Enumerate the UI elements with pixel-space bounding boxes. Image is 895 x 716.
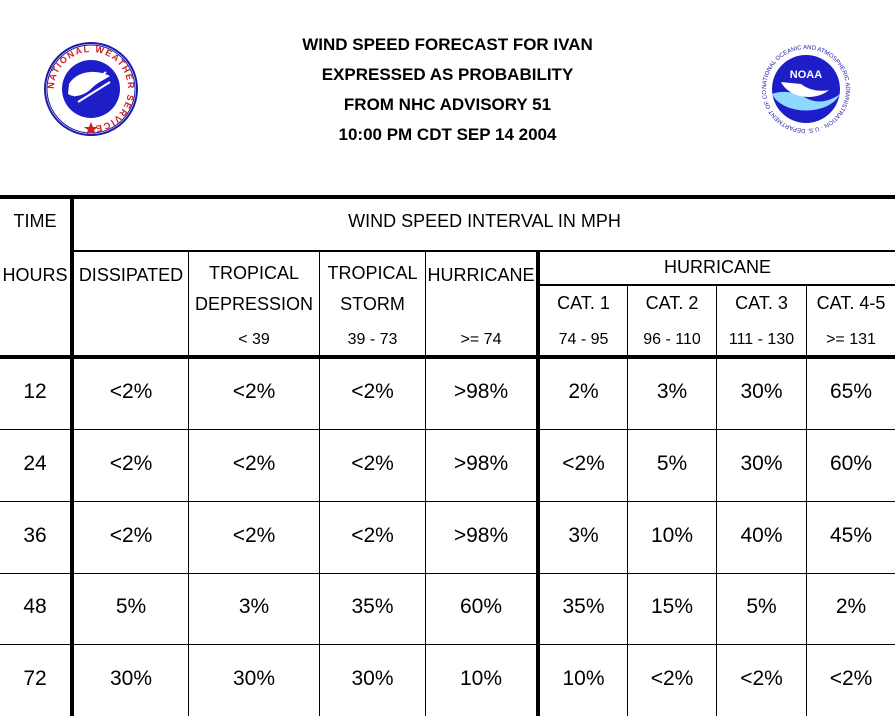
table-cell: 5% (656, 452, 688, 475)
table-cell: <2% (650, 667, 694, 690)
table-cell: 2% (835, 595, 867, 618)
table-cell: 65% (829, 380, 873, 403)
row-rule-1 (0, 429, 895, 430)
table-cell: 30% (740, 452, 783, 475)
table-cell: <2% (829, 667, 873, 690)
row-hours: 72 (23, 667, 47, 690)
row-hours: 36 (23, 524, 47, 547)
noaa-logo: NATIONAL OCEANIC AND ATMOSPHERIC ADMINIS… (759, 42, 853, 136)
table-cell: <2% (109, 380, 153, 403)
col-cat45-range: >= 131 (826, 331, 876, 348)
hurricane-column-rule (536, 252, 540, 716)
col-cat2-range: 96 - 110 (643, 331, 701, 348)
col-cat1-header: CAT. 1 (557, 293, 610, 313)
time-column-rule (70, 195, 74, 716)
table-cell: <2% (232, 524, 276, 547)
table-cell: 35% (562, 595, 605, 618)
table-cell: 10% (459, 667, 503, 690)
table-cell: 5% (115, 595, 147, 618)
table-cell: >98% (453, 380, 509, 403)
table-cell: <2% (232, 452, 276, 475)
table-cell: <2% (351, 452, 394, 475)
col-td-header-line1: TROPICAL (208, 263, 300, 283)
col-rule-3 (319, 252, 320, 716)
row-rule-4 (0, 644, 895, 645)
table-cell: 40% (740, 524, 783, 547)
col-ts-header-line2: STORM (340, 294, 405, 314)
table-cell: <2% (109, 524, 153, 547)
wind-interval-header: WIND SPEED INTERVAL IN MPH (348, 211, 621, 231)
table-cell: 60% (459, 595, 503, 618)
table-cell: 3% (568, 524, 599, 547)
table-cell: 5% (746, 595, 777, 618)
col-cat1-range: 74 - 95 (558, 331, 609, 348)
col-td-range: < 39 (238, 331, 270, 348)
header-bottom-rule (0, 355, 895, 359)
row-hours: 48 (23, 595, 47, 618)
table-cell: 30% (351, 667, 394, 690)
title-line-1: WIND SPEED FORECAST FOR IVAN (302, 35, 593, 54)
table-cell: >98% (453, 524, 509, 547)
table-cell: <2% (740, 667, 783, 690)
table-top-rule (0, 195, 895, 199)
col-ts-range: 39 - 73 (347, 331, 398, 348)
table-cell: <2% (562, 452, 605, 475)
table-cell: 2% (568, 380, 599, 403)
col-rule-2 (188, 252, 189, 716)
table-cell: 30% (740, 380, 783, 403)
title-line-2: EXPRESSED AS PROBABILITY (321, 65, 574, 84)
col-rule-7 (716, 286, 717, 716)
col-rule-8 (806, 286, 807, 716)
title-line-3: FROM NHC ADVISORY 51 (343, 95, 552, 114)
svg-text:NOAA: NOAA (790, 69, 822, 81)
table-cell: 10% (562, 667, 605, 690)
col-ts-header-line1: TROPICAL (327, 263, 418, 283)
col-cat3-range: 111 - 130 (728, 331, 795, 348)
hurricane-group-header: HURRICANE (663, 257, 771, 277)
col-cat3-header: CAT. 3 (735, 293, 788, 313)
hurricane-group-rule (538, 284, 895, 286)
table-cell: <2% (232, 380, 276, 403)
table-cell: 3% (238, 595, 270, 618)
table-cell: 15% (650, 595, 694, 618)
col-cat2-header: CAT. 2 (645, 293, 699, 313)
header-rule-1 (72, 250, 895, 252)
title-block: WIND SPEED FORECAST FOR IVAN EXPRESSED A… (200, 30, 695, 150)
col-rule-4 (425, 252, 426, 716)
time-header: TIME (13, 211, 57, 231)
title-line-4: 10:00 PM CDT SEP 14 2004 (338, 125, 557, 144)
table-cell: 10% (650, 524, 694, 547)
table-cell: 45% (829, 524, 873, 547)
table-cell: <2% (109, 452, 153, 475)
table-cell: 60% (829, 452, 873, 475)
table-cell: <2% (351, 380, 394, 403)
nws-logo: NATIONAL WEATHER SERVICE (44, 42, 138, 136)
col-rule-6 (627, 286, 628, 716)
table-cell: <2% (351, 524, 394, 547)
col-dissipated-header: DISSIPATED (78, 265, 184, 285)
row-hours: 12 (23, 380, 47, 403)
col-td-header-line2: DEPRESSION (194, 294, 314, 314)
col-cat45-header: CAT. 4-5 (816, 293, 886, 313)
row-rule-3 (0, 573, 895, 574)
table-cell: 30% (232, 667, 276, 690)
row-rule-2 (0, 501, 895, 502)
row-hours: 24 (23, 452, 47, 475)
col-hurricane-header: HURRICANE (427, 265, 535, 285)
table-cell: >98% (453, 452, 509, 475)
table-cell: 30% (109, 667, 153, 690)
table-cell: 35% (351, 595, 394, 618)
col-hurricane-range: >= 74 (460, 331, 502, 348)
hours-header: HOURS (2, 265, 68, 285)
table-cell: 3% (656, 380, 688, 403)
